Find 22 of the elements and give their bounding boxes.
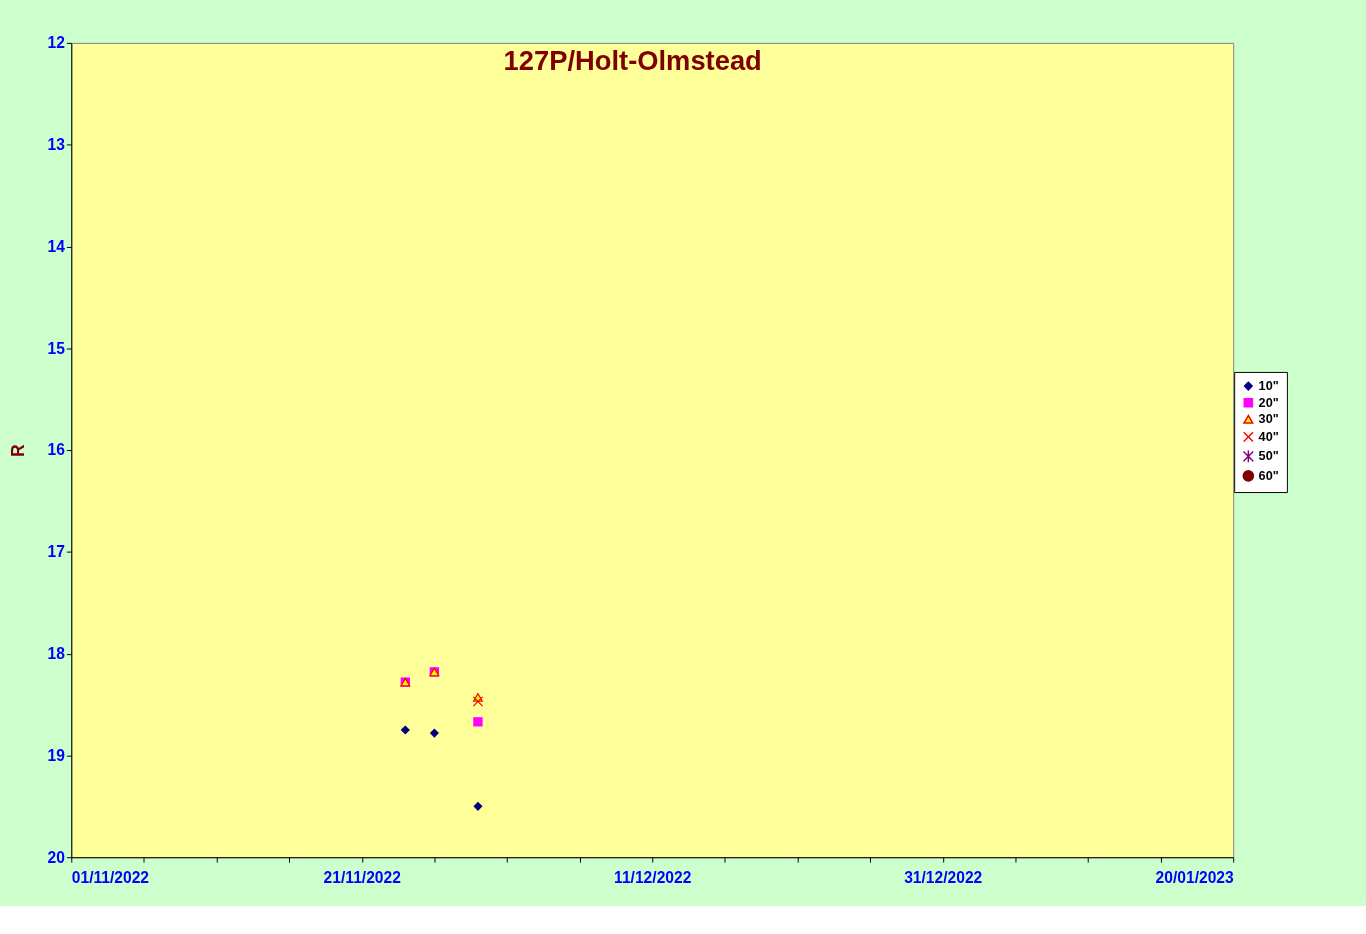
y-axis-title: R — [8, 443, 29, 457]
y-tick-label: 13 — [47, 136, 66, 154]
legend-label: 30" — [1258, 412, 1279, 427]
y-tick-label: 16 — [47, 441, 66, 459]
x-tick-label: 20/01/2023 — [1155, 869, 1235, 887]
legend-label: 20" — [1258, 395, 1279, 410]
x-tick-label: 21/11/2022 — [323, 869, 402, 887]
y-tick-label: 18 — [47, 645, 66, 663]
x-tick-label: 11/12/2022 — [614, 869, 692, 887]
y-tick-label: 19 — [47, 746, 66, 764]
x-tick-label: 31/12/2022 — [904, 869, 983, 887]
x-tick-label: 01/11/2022 — [71, 869, 150, 887]
legend-label: 50" — [1258, 449, 1279, 464]
chart-title: 127P/Holt-Olmstead — [503, 45, 762, 77]
y-tick-label: 12 — [47, 34, 66, 52]
y-tick-label: 17 — [47, 543, 65, 561]
y-tick-label: 14 — [47, 237, 66, 255]
legend-label: 10" — [1258, 379, 1279, 394]
legend-label: 40" — [1258, 429, 1279, 444]
y-tick-label: 20 — [47, 848, 66, 866]
y-tick-label: 15 — [47, 339, 66, 357]
legend-label: 60" — [1258, 468, 1279, 483]
